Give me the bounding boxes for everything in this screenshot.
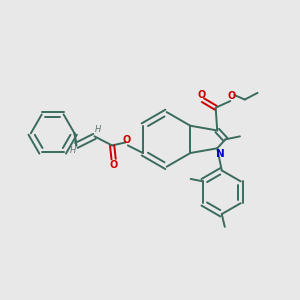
Text: H: H <box>70 146 76 155</box>
Text: O: O <box>110 160 118 170</box>
Text: H: H <box>94 125 101 134</box>
Text: O: O <box>228 91 236 101</box>
Text: O: O <box>123 135 131 145</box>
Text: O: O <box>198 90 206 100</box>
Text: N: N <box>217 149 225 159</box>
